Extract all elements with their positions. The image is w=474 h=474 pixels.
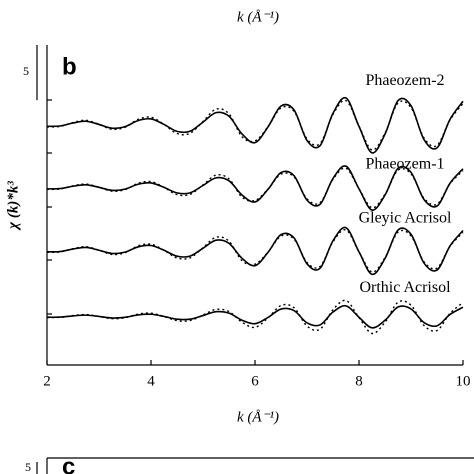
y-axis-label: χ (k)*k³ — [5, 181, 21, 231]
dotted-line — [46, 167, 464, 209]
top-cropped-label: k (Å⁻¹) — [237, 9, 279, 25]
x-tick-label: 2 — [43, 373, 51, 389]
panel-label: b — [62, 53, 77, 80]
x-tick-label: 6 — [251, 373, 259, 389]
series-label: Phaeozem-2 — [365, 72, 444, 89]
line — [46, 96, 464, 154]
line — [46, 226, 464, 276]
dotted-line — [46, 299, 464, 335]
x-tick-label: 10 — [456, 373, 471, 389]
x-tick-label: 4 — [147, 373, 155, 389]
scale-bar-label: 5 — [23, 64, 29, 78]
next-panel-scale-label: 5 — [25, 460, 31, 474]
series-label: Gleyic Acrisol — [359, 209, 452, 226]
dotted-line — [46, 229, 464, 273]
series-label: Orthic Acrisol — [359, 279, 451, 296]
x-tick-label: 8 — [355, 373, 363, 389]
x-axis-label: k (Å⁻¹) — [237, 409, 279, 425]
dotted-line — [46, 99, 464, 151]
line — [46, 304, 464, 329]
series-label: Phaeozem-1 — [365, 156, 444, 173]
line — [46, 165, 464, 211]
next-panel-label: c — [62, 453, 75, 474]
